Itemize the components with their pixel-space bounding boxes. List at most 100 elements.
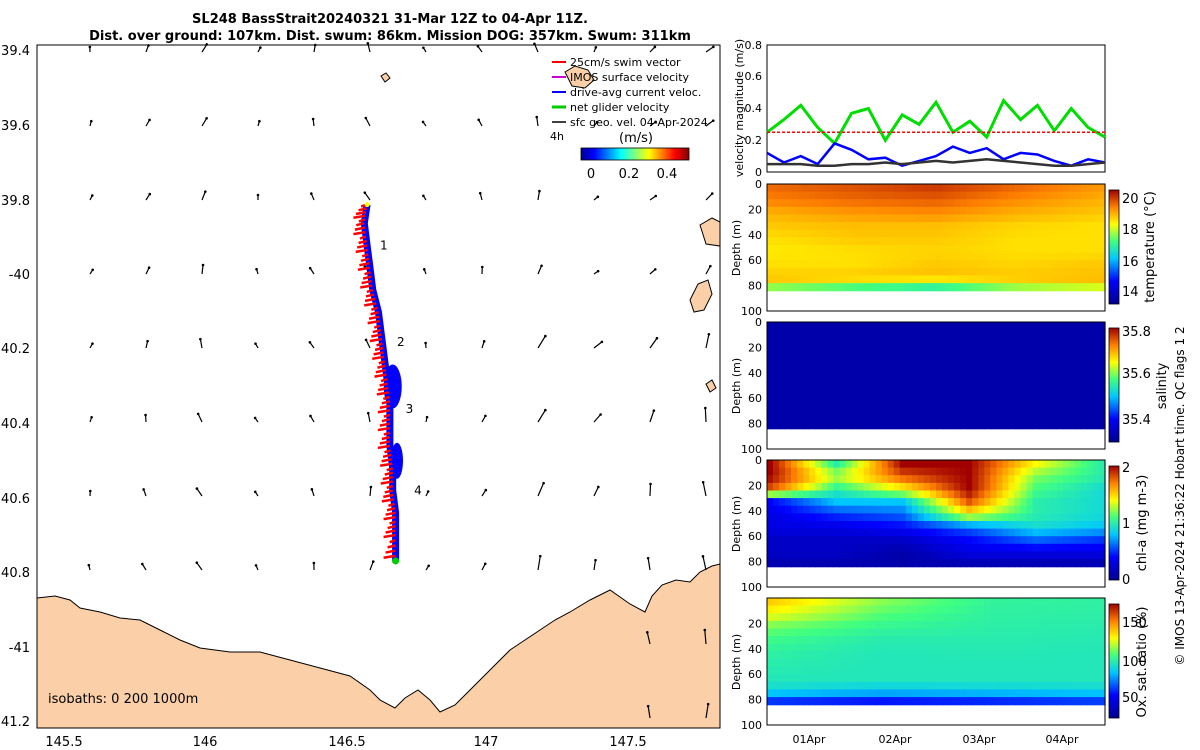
- heatmap-cell: [857, 184, 865, 193]
- heatmap-cell: [960, 398, 967, 407]
- date-tick: 04Apr: [1045, 733, 1079, 746]
- heatmap-cell: [1008, 199, 1015, 208]
- heatmap-cell: [960, 613, 967, 622]
- heatmap-cell: [845, 260, 853, 269]
- heatmap-cell: [1080, 551, 1088, 560]
- heatmap-cell: [785, 199, 792, 208]
- heatmap-cell: [1086, 383, 1094, 392]
- heatmap-cell: [978, 559, 985, 568]
- heatmap-cell: [1038, 390, 1046, 399]
- heatmap-cell: [1032, 337, 1040, 346]
- heatmap-cell: [923, 390, 931, 399]
- surface-vector-head: [311, 117, 315, 121]
- heatmap-cell: [785, 551, 792, 560]
- legend-sfc-geo: sfc geo. vel. 04-Apr-2024: [570, 116, 708, 129]
- swim-vector: [385, 549, 396, 554]
- swim-vector: [388, 502, 395, 507]
- lat-tick: 39.4: [1, 44, 30, 59]
- heatmap-cell: [978, 651, 985, 660]
- heatmap-cell: [948, 475, 955, 484]
- heatmap-cell: [1068, 222, 1076, 231]
- heatmap-cell: [948, 191, 955, 200]
- heatmap-cell: [972, 214, 979, 223]
- heatmap-cell: [1056, 605, 1064, 614]
- heatmap-cell: [857, 659, 865, 668]
- heatmap-cell: [887, 613, 895, 622]
- heatmap-cell: [1050, 536, 1058, 545]
- heatmap-cell: [1032, 528, 1040, 537]
- heatmap-cell: [791, 275, 798, 284]
- heatmap-cell: [1002, 521, 1009, 530]
- heatmap-cell: [936, 498, 943, 507]
- heatmap-cell: [972, 222, 979, 231]
- heatmap-cell: [857, 528, 865, 537]
- heatmap-cell: [1002, 697, 1009, 706]
- heatmap-cell: [827, 674, 834, 683]
- heatmap-cell: [1014, 375, 1022, 384]
- heatmap-cell: [1062, 598, 1070, 607]
- heatmap-cell: [779, 398, 786, 407]
- heatmap-cell: [797, 482, 804, 492]
- heatmap-cell: [863, 689, 871, 698]
- heatmap-cell: [767, 267, 774, 276]
- date-tick: 02Apr: [878, 733, 912, 746]
- heatmap-cell: [1062, 398, 1070, 407]
- heatmap-cell: [857, 551, 865, 560]
- surface-vector-head: [90, 415, 93, 419]
- sal-ctick: 35.4: [1122, 413, 1151, 428]
- surface-vector: [537, 335, 546, 349]
- heatmap-cell: [779, 475, 786, 484]
- heatmap-cell: [978, 337, 985, 346]
- heatmap-cell: [839, 697, 846, 706]
- heatmap-cell: [948, 199, 955, 208]
- heatmap-cell: [893, 521, 901, 530]
- heatmap-cell: [803, 206, 810, 216]
- heatmap-cell: [851, 322, 859, 331]
- heatmap-cell: [911, 413, 919, 422]
- heatmap-cell: [1008, 551, 1015, 560]
- heatmap-cell: [899, 674, 907, 683]
- heatmap-cell: [1086, 689, 1094, 698]
- heatmap-cell: [1038, 413, 1046, 422]
- heatmap-cell: [881, 636, 889, 645]
- heatmap-cell: [1032, 367, 1040, 376]
- sal-clabel: salinity: [1155, 362, 1170, 409]
- heatmap-cell: [1080, 360, 1088, 369]
- heatmap-cell: [797, 628, 804, 637]
- heatmap-cell: [785, 659, 792, 668]
- heatmap-cell: [785, 697, 792, 706]
- heatmap-cell: [809, 482, 816, 492]
- heatmap-cell: [887, 383, 895, 392]
- heatmap-cell: [996, 551, 1003, 560]
- heatmap-cell: [1092, 206, 1100, 216]
- heatmap-cell: [972, 681, 979, 690]
- heatmap-cell: [972, 659, 979, 668]
- heatmap-cell: [1062, 421, 1070, 430]
- heatmap-cell: [948, 245, 955, 254]
- heatmap-cell: [785, 245, 792, 254]
- heatmap-cell: [1014, 674, 1022, 683]
- heatmap-cell: [1002, 390, 1009, 399]
- heatmap-cell: [905, 229, 913, 238]
- heatmap-cell: [857, 229, 865, 238]
- heatmap-cell: [857, 559, 865, 568]
- heatmap-cell: [1062, 689, 1070, 698]
- heatmap-cell: [917, 697, 925, 706]
- heatmap-cell: [1020, 260, 1028, 269]
- heatmap-cell: [893, 513, 901, 522]
- heatmap-cell: [1086, 482, 1094, 492]
- heatmap-cell: [863, 528, 871, 537]
- heatmap-cell: [1056, 206, 1064, 216]
- heatmap-cell: [1068, 375, 1076, 384]
- heatmap-cell: [942, 237, 949, 246]
- heatmap-cell: [863, 666, 871, 675]
- heatmap-cell: [797, 681, 804, 690]
- heatmap-cell: [996, 206, 1003, 216]
- heatmap-cell: [1002, 360, 1009, 369]
- heatmap-cell: [899, 521, 907, 530]
- heatmap-cell: [917, 559, 925, 568]
- heatmap-cell: [948, 252, 955, 261]
- heatmap-cell: [785, 352, 792, 361]
- heatmap-cell: [1002, 184, 1009, 193]
- heatmap-cell: [942, 521, 949, 530]
